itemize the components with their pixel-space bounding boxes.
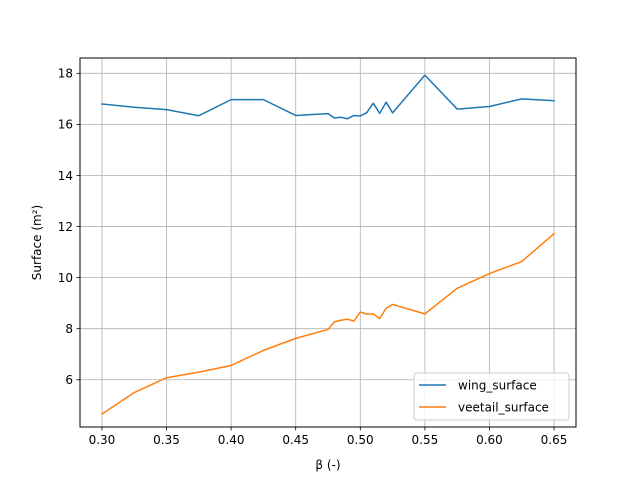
legend-box [413, 372, 570, 421]
x-tick-label: 0.55 [412, 433, 439, 447]
y-tick-label: 6 [65, 373, 73, 387]
y-axis: 6 8 10 12 14 16 18 [58, 67, 80, 387]
x-tick-label: 0.60 [476, 433, 503, 447]
y-tick-label: 10 [58, 271, 73, 285]
x-axis: 0.30 0.35 0.40 0.45 0.50 0.55 0.60 0.65 [89, 427, 568, 447]
x-tick-label: 0.30 [89, 433, 116, 447]
x-tick-label: 0.40 [218, 433, 245, 447]
y-tick-label: 16 [58, 118, 73, 132]
x-tick-label: 0.65 [541, 433, 568, 447]
legend: wing_surface veetail_surface [413, 372, 570, 421]
y-tick-label: 8 [65, 322, 73, 336]
x-tick-label: 0.45 [282, 433, 309, 447]
x-tick-label: 0.50 [347, 433, 374, 447]
grid-lines [80, 58, 576, 427]
plot-frame [79, 57, 577, 428]
y-axis-label: Surface (m²) [30, 205, 44, 280]
legend-label-wing-surface: wing_surface [458, 379, 537, 393]
series-line-veetail-surface [100, 232, 556, 416]
series-layer [100, 74, 556, 416]
series-line-wing-surface [101, 74, 555, 120]
plot-area [80, 58, 576, 427]
y-tick-label: 14 [58, 169, 73, 183]
y-tick-label: 18 [58, 67, 73, 81]
legend-label-veetail-surface: veetail_surface [458, 401, 549, 415]
x-tick-label: 0.35 [153, 433, 180, 447]
y-tick-label: 12 [58, 220, 73, 234]
x-axis-label: β (-) [315, 458, 340, 472]
